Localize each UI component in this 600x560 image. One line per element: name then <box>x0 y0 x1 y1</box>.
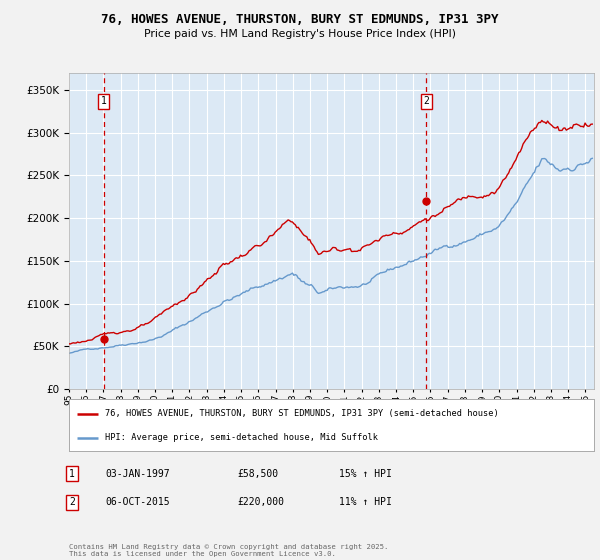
Text: £220,000: £220,000 <box>237 497 284 507</box>
Text: Price paid vs. HM Land Registry's House Price Index (HPI): Price paid vs. HM Land Registry's House … <box>144 29 456 39</box>
Text: 06-OCT-2015: 06-OCT-2015 <box>105 497 170 507</box>
Text: 1: 1 <box>101 96 107 106</box>
Text: 1: 1 <box>69 469 75 479</box>
Text: 11% ↑ HPI: 11% ↑ HPI <box>339 497 392 507</box>
Text: £58,500: £58,500 <box>237 469 278 479</box>
Text: 03-JAN-1997: 03-JAN-1997 <box>105 469 170 479</box>
Text: 2: 2 <box>69 497 75 507</box>
Text: HPI: Average price, semi-detached house, Mid Suffolk: HPI: Average price, semi-detached house,… <box>105 433 378 442</box>
Text: 2: 2 <box>424 96 429 106</box>
Text: Contains HM Land Registry data © Crown copyright and database right 2025.
This d: Contains HM Land Registry data © Crown c… <box>69 544 388 557</box>
Text: 76, HOWES AVENUE, THURSTON, BURY ST EDMUNDS, IP31 3PY: 76, HOWES AVENUE, THURSTON, BURY ST EDMU… <box>101 13 499 26</box>
Text: 76, HOWES AVENUE, THURSTON, BURY ST EDMUNDS, IP31 3PY (semi-detached house): 76, HOWES AVENUE, THURSTON, BURY ST EDMU… <box>105 409 499 418</box>
Text: 15% ↑ HPI: 15% ↑ HPI <box>339 469 392 479</box>
